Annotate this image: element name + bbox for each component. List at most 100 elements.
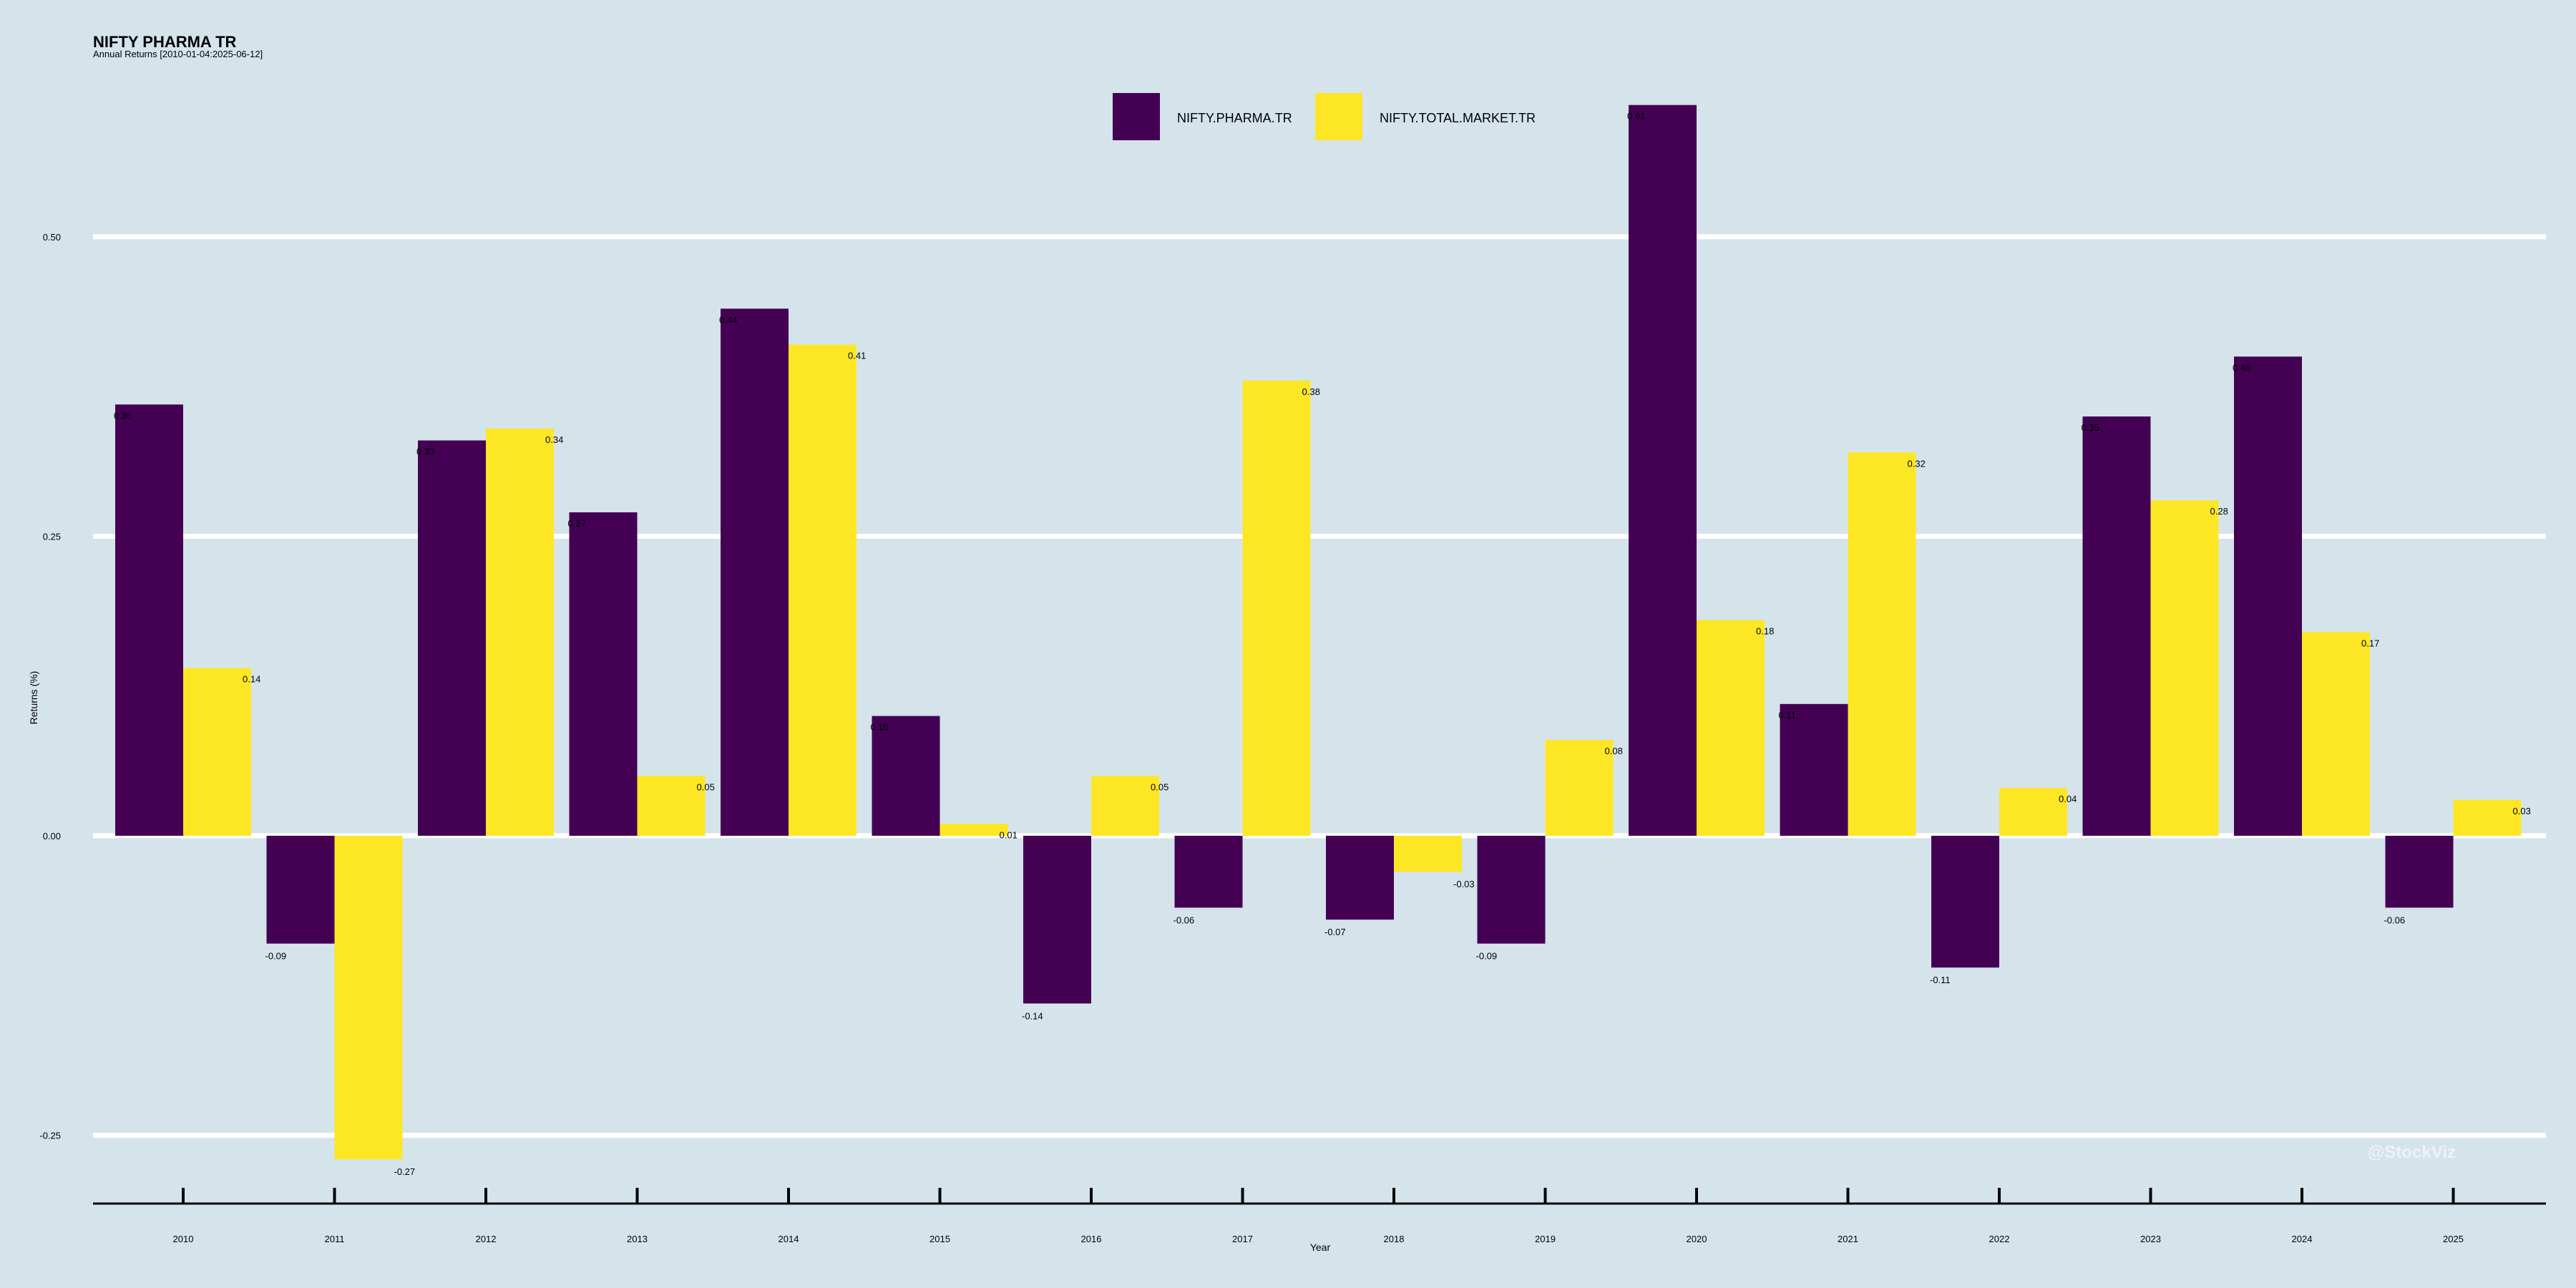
x-tick-label: 2017 (1232, 1234, 1253, 1244)
data-label: 0.10 (871, 722, 889, 733)
x-tick-label: 2019 (1535, 1234, 1556, 1244)
bar-total-market-2025 (2453, 799, 2522, 836)
x-tick-label: 2023 (2140, 1234, 2161, 1244)
x-tick-labels: 2010 2011 2012 2013 2014 2015 2016 2017 2018 2019… (173, 1234, 2464, 1244)
data-label: 0.03 (2513, 806, 2531, 816)
data-label: 0.01 (1000, 829, 1018, 840)
bar-pharma-2021 (1780, 703, 1848, 836)
bar-pharma-2017 (1174, 836, 1243, 908)
legend-swatch-total-market (1315, 93, 1362, 140)
data-label: -0.06 (1174, 914, 1195, 925)
bar-pharma-2023 (2082, 416, 2151, 836)
x-tick-label: 2015 (930, 1234, 950, 1244)
data-label: -0.27 (394, 1166, 416, 1177)
bar-total-market-2017 (1242, 380, 1311, 836)
bar-total-market-2013 (637, 776, 706, 836)
y-axis-title: Returns (%) (28, 671, 39, 725)
data-label: 0.41 (848, 351, 866, 361)
data-label: 0.27 (568, 518, 586, 529)
legend: NIFTY.PHARMA.TR NIFTY.TOTAL.MARKET.TR (1113, 93, 1536, 140)
x-tick-label: 2018 (1384, 1234, 1405, 1244)
data-label: 0.08 (1605, 746, 1623, 756)
x-tick-label: 2021 (1838, 1234, 1858, 1244)
bar-total-market-2015 (940, 824, 1008, 836)
bar-total-market-2016 (1091, 776, 1159, 836)
bar-total-market-2010 (183, 668, 251, 836)
data-label: 0.05 (697, 781, 715, 792)
bar-pharma-2015 (872, 716, 940, 836)
data-label: 0.11 (1779, 710, 1796, 721)
bar-total-market-2011 (334, 836, 403, 1160)
data-label: 0.17 (2361, 638, 2379, 648)
bar-pharma-2019 (1477, 836, 1546, 944)
bar-total-market-2023 (2150, 500, 2219, 836)
bar-total-market-2018 (1394, 836, 1462, 872)
data-label: 0.28 (2210, 506, 2228, 517)
bar-total-market-2024 (2302, 632, 2370, 836)
y-tick-label: 0.00 (43, 831, 61, 841)
x-axis-title: Year (1310, 1241, 1331, 1253)
y-tick-labels: -0.25 0.00 0.25 0.50 (39, 232, 61, 1141)
data-labels: 0.36 0.14 -0.09 -0.27 0.33 0.34 0.27 0.05 0.44 0.… (114, 111, 2531, 1177)
bar-total-market-2021 (1848, 452, 1916, 836)
chart-subtitle: Annual Returns [2010-01-04:2025-06-12] (93, 49, 263, 59)
data-label: 0.36 (114, 410, 132, 421)
data-label: 0.44 (719, 314, 737, 325)
chart-title: NIFTY PHARMA TR (93, 33, 237, 51)
data-label: 0.14 (243, 674, 260, 685)
x-tick-label: 2022 (1989, 1234, 2010, 1244)
data-label: -0.09 (1476, 951, 1498, 962)
data-label: -0.11 (1930, 975, 1951, 985)
x-tick-label: 2010 (173, 1234, 194, 1244)
data-label: -0.09 (265, 951, 287, 962)
bar-pharma-2025 (2385, 836, 2454, 908)
x-ticks (182, 1188, 2455, 1204)
bar-pharma-2013 (569, 512, 638, 836)
bar-pharma-2016 (1023, 836, 1091, 1004)
data-label: 0.34 (545, 434, 563, 445)
x-tick-label: 2020 (1687, 1234, 1707, 1244)
x-tick-label: 2025 (2443, 1234, 2464, 1244)
data-label: 0.32 (1908, 458, 1926, 469)
data-label: 0.35 (2082, 422, 2099, 433)
x-tick-label: 2024 (2292, 1234, 2313, 1244)
bar-pharma-2024 (2234, 356, 2302, 836)
x-tick-label: 2013 (627, 1234, 648, 1244)
watermark: @StockViz (2368, 1143, 2456, 1162)
bar-pharma-2018 (1326, 836, 1394, 920)
legend-swatch-pharma (1113, 93, 1160, 140)
x-tick-label: 2011 (325, 1234, 345, 1244)
data-label: -0.14 (1022, 1010, 1043, 1021)
bar-pharma-2010 (115, 404, 183, 836)
bar-pharma-2020 (1629, 104, 1697, 836)
x-tick-label: 2012 (476, 1234, 497, 1244)
bar-total-market-2012 (486, 428, 554, 836)
data-label: -0.07 (1324, 927, 1346, 937)
data-label: 0.04 (2059, 794, 2077, 804)
data-label: 0.33 (416, 447, 434, 457)
legend-label-total-market: NIFTY.TOTAL.MARKET.TR (1380, 111, 1536, 125)
bar-total-market-2019 (1545, 740, 1614, 836)
x-tick-label: 2014 (779, 1234, 799, 1244)
bar-pharma-2022 (1931, 836, 1999, 968)
bar-total-market-2022 (1999, 788, 2067, 836)
data-label: 0.05 (1151, 781, 1169, 792)
data-label: 0.61 (1627, 111, 1645, 122)
bar-pharma-2014 (721, 308, 789, 836)
legend-label-pharma: NIFTY.PHARMA.TR (1177, 111, 1292, 125)
y-tick-label: 0.25 (43, 531, 61, 542)
x-tick-label: 2016 (1081, 1234, 1102, 1244)
bars (115, 104, 2522, 1160)
bar-pharma-2012 (418, 440, 486, 836)
bar-pharma-2011 (266, 836, 335, 944)
data-label: 0.38 (1302, 386, 1320, 397)
bar-total-market-2020 (1697, 620, 1765, 836)
y-tick-label: -0.25 (39, 1131, 61, 1141)
y-tick-label: 0.50 (43, 232, 61, 243)
data-label: -0.03 (1453, 879, 1475, 889)
data-label: 0.18 (1756, 626, 1774, 637)
bar-total-market-2014 (789, 344, 857, 836)
data-label: -0.06 (2384, 914, 2406, 925)
data-label: 0.40 (2233, 362, 2250, 373)
